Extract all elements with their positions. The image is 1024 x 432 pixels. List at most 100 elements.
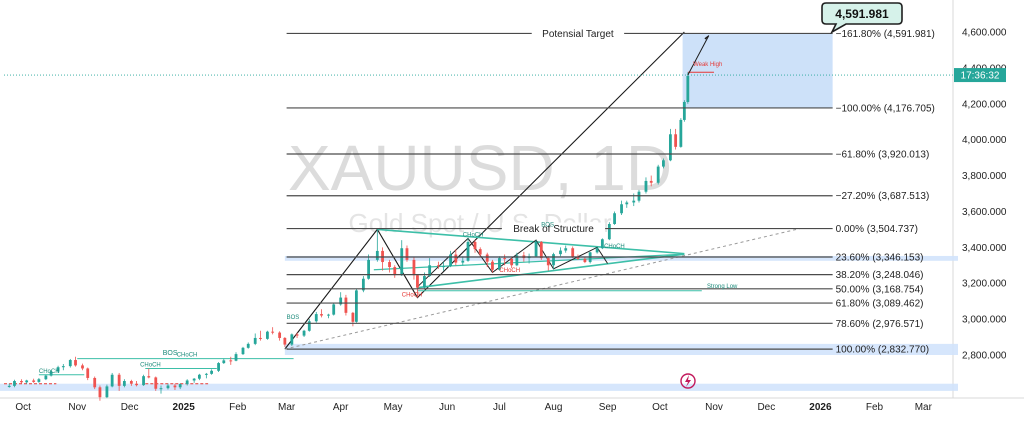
candle-body [539,241,543,259]
candle-body [491,261,494,270]
candle-body [515,255,519,266]
candle-body [154,377,158,389]
candle-body [229,360,233,362]
candle-body [400,248,404,276]
projection-arrowhead [704,35,710,40]
candle-body [105,386,109,398]
choch-label: CHoCH [499,268,520,274]
choch-label: CHoCH [140,362,161,368]
y-tick-label: 4,000.000 [962,135,1007,146]
y-tick-label: 3,800.000 [962,171,1007,182]
candle-body [461,260,465,263]
candle-body [122,381,126,386]
candle-body [625,202,629,205]
candle-body [436,265,440,267]
choch-label: CHoCH [463,233,484,239]
candle-body [510,258,514,266]
candle-body [682,101,686,120]
candle-body [68,360,72,367]
candle-body [49,371,53,376]
candle-body [246,343,250,348]
x-tick-label: 2026 [809,402,832,413]
candle-body [253,337,257,344]
candle-body [686,75,690,102]
candle-body [266,331,269,339]
candle-body [37,379,41,382]
current-time-label: 17:36:32 [961,71,1000,82]
bos-small-label: BOS [541,223,554,229]
x-tick-label: Nov [68,402,86,413]
candle-body [217,363,220,371]
y-tick-label: 3,600.000 [962,207,1007,218]
projection-arrow [687,35,710,76]
candle-body [656,166,660,183]
candle-body [607,224,611,240]
candle-body [344,297,348,313]
x-tick-label: Dec [121,402,139,413]
candle-body [295,334,299,336]
target-badge[interactable]: 4,591.981 [821,2,903,35]
support-zone [284,255,958,261]
candle-body [110,374,114,387]
x-tick-label: Apr [333,402,349,413]
candle-body [32,380,36,382]
candle-body [485,254,489,262]
candle-body [632,200,636,203]
candle-body [339,297,343,305]
candle-body [332,304,336,315]
candle-body [644,180,648,192]
x-tick-label: Jul [493,402,506,413]
y-tick-label: 3,400.000 [962,243,1007,254]
candle-body [534,241,538,257]
candle-body [13,381,16,386]
fib-level-label: −61.80% (3,920.013) [836,150,930,161]
fib-level-label: 78.60% (2,976.571) [836,319,924,330]
x-tick-label: Nov [705,402,723,413]
candle-body [546,258,550,266]
candle-body [613,213,616,225]
lightning-icon[interactable] [680,373,696,389]
candle-body [129,381,133,384]
candle-body [498,258,501,270]
candle-body [423,276,426,288]
y-tick-label: 4,600.000 [962,28,1007,39]
candle-body [117,374,121,386]
x-tick-label: Sep [599,402,617,413]
x-tick-label: Jun [439,402,455,413]
watermark-symbol: XAUUSD, 1D [288,132,672,204]
x-tick-label: Dec [757,402,775,413]
fib-level-label: −100.00% (4,176.705) [836,103,935,114]
choch-label: CHoCH [39,369,60,375]
x-tick-label: Feb [866,402,884,413]
x-tick-label: Oct [15,402,31,413]
candle-body [503,258,507,260]
fib-line-text: Potensial Target [542,29,614,40]
candle-body [222,360,226,364]
candle-body [367,259,370,279]
target-zone [682,33,833,108]
candle-body [416,275,419,288]
candle-body [649,180,653,183]
y-tick-label: 4,200.000 [962,99,1007,110]
fib-level-label: 50.00% (3,168.754) [836,284,924,295]
candle-body [388,262,391,268]
fib-level-label: 61.80% (3,089.462) [836,299,924,310]
candle-body [674,134,678,147]
candle-body [466,241,470,261]
candle-body [166,385,170,389]
candle-body [320,314,323,316]
x-tick-label: Oct [652,402,668,413]
strong-low-label: Strong Low [707,284,738,290]
candle-body [600,239,604,249]
x-tick-label: Feb [229,402,247,413]
fib-level-label: 38.20% (3,248.046) [836,270,924,281]
candle-body [159,388,163,390]
candle-body [74,360,77,366]
x-tick-label: May [384,402,403,413]
candle-body [259,337,262,339]
x-tick-label: Aug [545,402,563,413]
candle-body [44,375,48,380]
candle-body [86,368,90,378]
y-tick-label: 2,800.000 [962,351,1007,362]
